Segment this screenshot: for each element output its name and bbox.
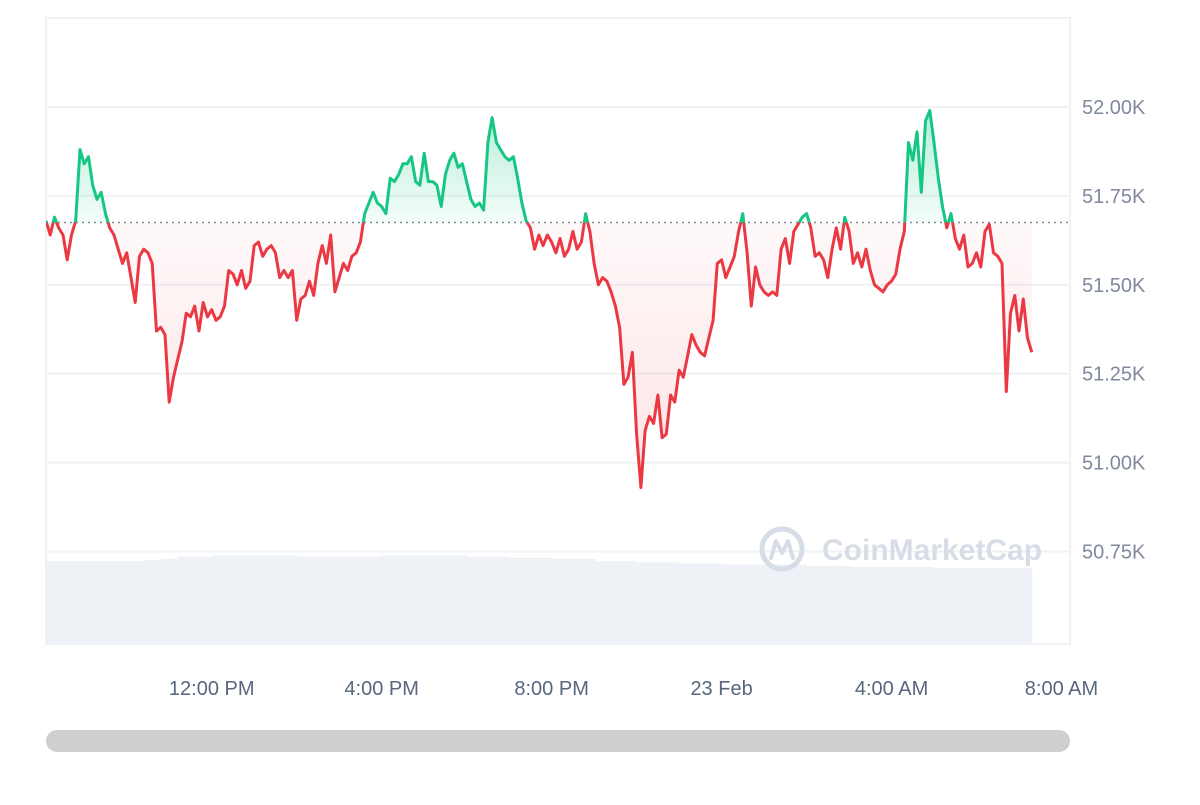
price-lines	[46, 109, 1034, 489]
price-line-down	[46, 222, 1034, 489]
y-tick-label: 51.25K	[1082, 364, 1146, 386]
volume-bars	[46, 555, 1033, 644]
volume-bar	[211, 555, 255, 644]
volume-bar	[254, 555, 298, 644]
y-tick-label: 52.00K	[1082, 97, 1146, 119]
volume-bar	[721, 564, 765, 644]
volume-bar	[339, 556, 383, 644]
x-tick-label: 23 Feb	[690, 678, 752, 700]
x-tick-label: 4:00 PM	[344, 678, 418, 700]
watermark-text: CoinMarketCap	[822, 534, 1042, 567]
x-tick-label: 4:00 AM	[855, 678, 928, 700]
volume-bar	[177, 556, 213, 644]
time-range-scrollbar[interactable]	[46, 730, 1070, 752]
volume-bar	[551, 558, 595, 644]
volume-bar	[424, 555, 468, 644]
volume-bar	[46, 561, 128, 644]
x-tick-label: 8:00 AM	[1025, 678, 1098, 700]
y-axis: 50.75K 51.00K 51.25K 51.50K 51.75K 52.00K	[1082, 97, 1146, 564]
volume-bar	[891, 566, 935, 644]
volume-bar	[764, 564, 808, 644]
volume-bar	[594, 561, 638, 644]
volume-bar	[143, 560, 162, 644]
y-tick-label: 51.00K	[1082, 453, 1146, 475]
volume-bar	[296, 556, 340, 644]
volume-bar	[160, 558, 179, 644]
volume-bar	[679, 563, 723, 644]
volume-bar	[934, 568, 978, 644]
area-below-baseline	[46, 222, 1032, 488]
area-above-baseline	[46, 110, 1032, 223]
volume-bar	[381, 555, 425, 644]
volume-bar	[509, 557, 553, 644]
x-axis: 12:00 PM 4:00 PM 8:00 PM 23 Feb 4:00 AM 8:00 …	[169, 678, 1098, 700]
volume-bar	[466, 556, 510, 644]
watermark: CoinMarketCap	[759, 526, 1042, 572]
volume-bar	[806, 565, 850, 644]
volume-bar	[976, 568, 1033, 644]
price-areas	[46, 110, 1032, 488]
y-tick-label: 51.50K	[1082, 275, 1146, 297]
volume-bar	[636, 562, 680, 644]
y-tick-label: 50.75K	[1082, 542, 1146, 564]
coinmarketcap-logo-icon	[759, 526, 805, 572]
x-tick-label: 8:00 PM	[514, 678, 588, 700]
volume-bar	[126, 561, 145, 644]
x-tick-label: 12:00 PM	[169, 678, 255, 700]
volume-bar	[849, 566, 893, 644]
y-tick-label: 51.75K	[1082, 186, 1146, 208]
